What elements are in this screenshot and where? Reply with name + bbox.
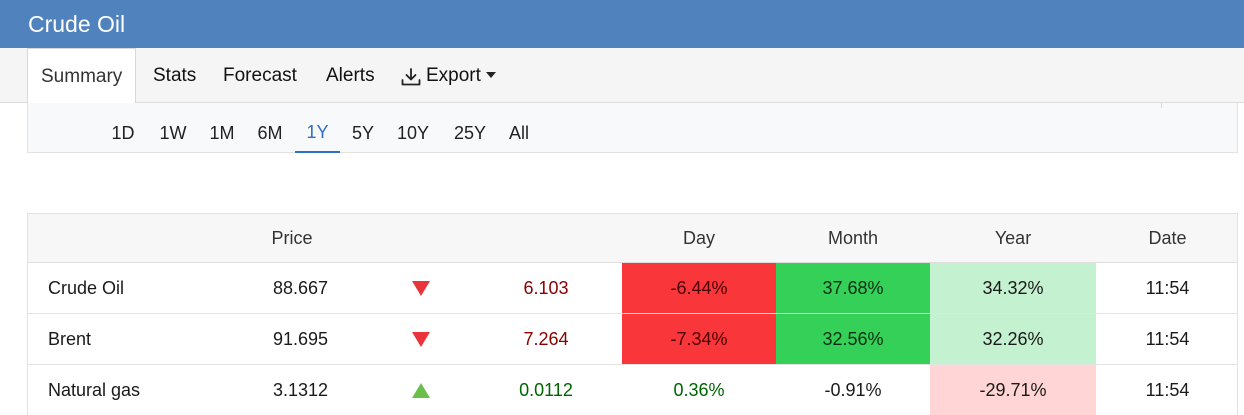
price-value: 88.667 [272, 277, 329, 298]
range-label: 1M [209, 122, 235, 143]
tab-alerts[interactable]: Alerts [326, 48, 375, 103]
range-all-button[interactable]: All [504, 113, 534, 153]
range-selector: 1D 1W 1M 6M 1Y 5Y 10Y 25Y All [27, 103, 1238, 153]
range-label: 5Y [351, 122, 375, 143]
month-change: 32.56% [776, 314, 930, 364]
change-value: 7.264 [523, 328, 569, 349]
column-header-price: Price [271, 228, 313, 248]
price-value: 3.1312 [272, 379, 329, 400]
change-value: 6.103 [523, 277, 569, 298]
divider [1161, 103, 1162, 108]
range-6m-button[interactable]: 6M [252, 113, 288, 153]
date-value: 11:54 [1145, 328, 1190, 349]
table-row[interactable]: Crude Oil 88.667 6.103 -6.44% 37.68% 34.… [28, 263, 1237, 314]
date-value: 11:54 [1145, 277, 1190, 298]
download-icon [401, 67, 421, 85]
column-header-year: Year [994, 228, 1032, 248]
range-label: 6M [257, 122, 283, 143]
tab-forecast[interactable]: Forecast [223, 48, 297, 103]
price-value: 91.695 [272, 328, 329, 349]
tab-stats-label: Stats [153, 64, 197, 86]
year-change: -29.71% [930, 365, 1096, 415]
range-label: All [508, 122, 529, 143]
chevron-down-icon [485, 71, 496, 78]
table-row[interactable]: Brent 91.695 7.264 -7.34% 32.56% 32.26% … [28, 314, 1237, 365]
table-header: Price Day Month Year Date [28, 214, 1237, 263]
range-label: 1W [159, 122, 187, 143]
month-change: -0.91% [824, 379, 882, 400]
export-label: Export [426, 64, 481, 86]
column-header-direction [356, 214, 486, 263]
direction-down-icon [373, 314, 468, 364]
range-label: 1D [111, 122, 135, 143]
tab-summary-label: Summary [41, 66, 123, 87]
direction-down-icon [373, 263, 468, 313]
date-value: 11:54 [1145, 379, 1190, 400]
day-change: -6.44% [622, 263, 776, 313]
commodity-table: Price Day Month Year Date Crude Oil 88.6… [27, 213, 1238, 415]
app-title-bar: Crude Oil [0, 0, 1244, 48]
range-5y-button[interactable]: 5Y [346, 113, 380, 153]
range-label: 25Y [453, 122, 487, 143]
year-change: 32.26% [930, 314, 1096, 364]
column-header-change [486, 214, 622, 263]
direction-up-icon [373, 365, 468, 415]
range-1d-button[interactable]: 1D [106, 113, 140, 153]
commodity-name: Natural gas [48, 379, 141, 400]
tab-alerts-label: Alerts [326, 64, 375, 86]
month-change: 37.68% [776, 263, 930, 313]
column-header-date: Date [1148, 228, 1187, 248]
tab-forecast-label: Forecast [223, 64, 297, 86]
range-25y-button[interactable]: 25Y [447, 113, 493, 153]
table-row[interactable]: Natural gas 3.1312 0.0112 0.36% -0.91% -… [28, 365, 1237, 415]
change-value: 0.0112 [519, 379, 573, 400]
range-1m-button[interactable]: 1M [204, 113, 240, 153]
day-change: 0.36% [673, 379, 725, 400]
range-label: 10Y [396, 122, 430, 143]
commodity-name: Brent [48, 328, 92, 349]
column-header-day: Day [682, 228, 715, 248]
year-change: 34.32% [930, 263, 1096, 313]
range-10y-button[interactable]: 10Y [392, 113, 434, 153]
tab-stats[interactable]: Stats [153, 48, 196, 103]
day-change: -7.34% [622, 314, 776, 364]
range-label: 1Y [306, 121, 329, 142]
column-header-month: Month [827, 228, 879, 248]
page-title: Crude Oil [28, 10, 126, 37]
tab-bar: Summary Stats Forecast Alerts Export [0, 48, 1244, 105]
range-1w-button[interactable]: 1W [153, 113, 193, 153]
tab-summary[interactable]: Summary [27, 48, 137, 105]
commodity-name: Crude Oil [48, 277, 125, 298]
export-dropdown-button[interactable]: Export [400, 48, 496, 103]
column-header-name [28, 214, 228, 263]
range-1y-button[interactable]: 1Y [295, 113, 340, 153]
